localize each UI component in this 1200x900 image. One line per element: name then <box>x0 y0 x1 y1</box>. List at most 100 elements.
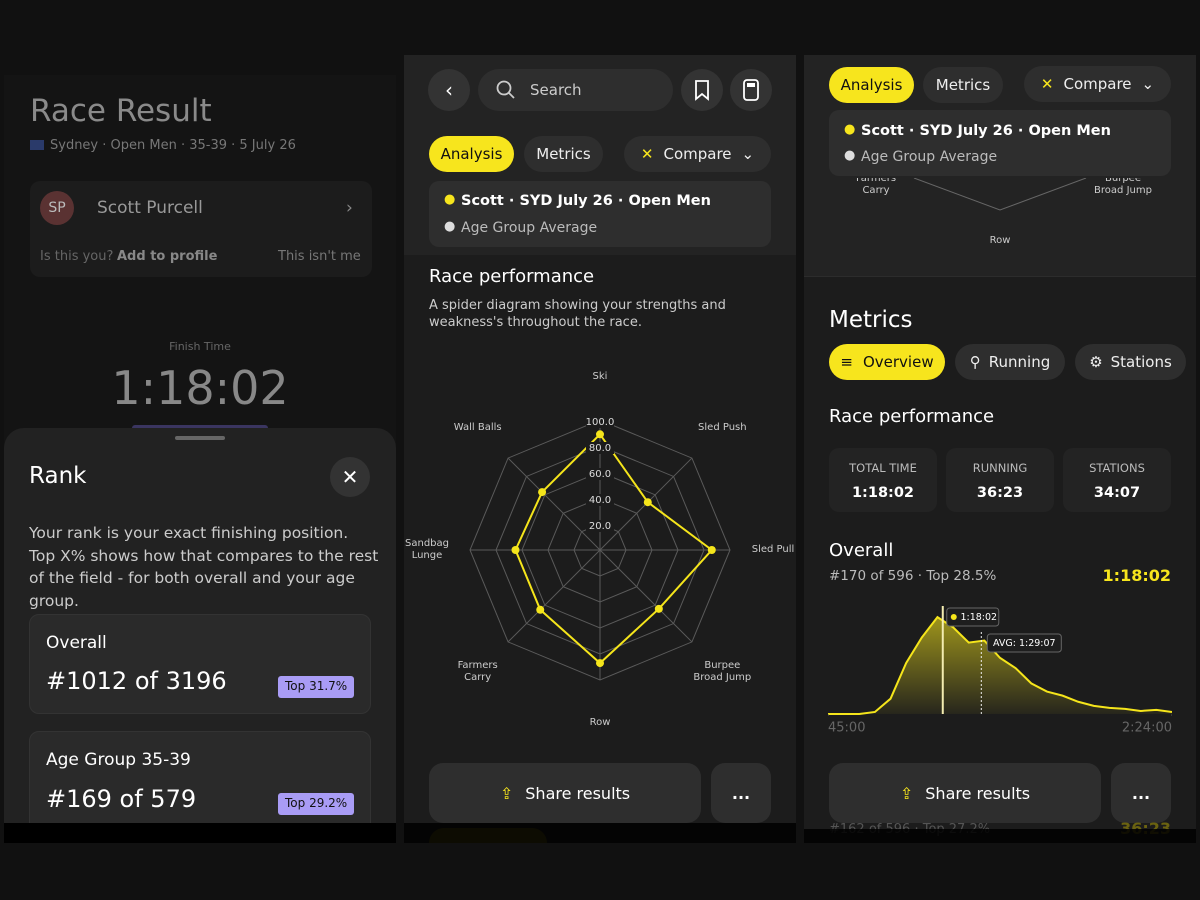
r-tick-label: 60.0 <box>589 469 611 480</box>
radar-fragment: Farmers Carry Burpee Broad Jump Row <box>804 178 1196 248</box>
marker-label: AVG: 1:29:07 <box>993 638 1056 649</box>
chevron: ⌄ <box>741 145 755 163</box>
spoke <box>599 549 693 643</box>
tick-label-bg <box>586 494 614 506</box>
x-tick-label: 2:24:00 <box>1122 721 1172 736</box>
filter-icon: ≡ <box>840 353 853 371</box>
radar-label: Row <box>989 235 1011 246</box>
share-button[interactable]: ⇪ Share results <box>429 763 701 823</box>
tick-label-bg <box>586 416 614 428</box>
claim-prompt: Is this you? <box>40 249 114 264</box>
x-tick-label: 45:00 <box>828 721 865 736</box>
radar-point <box>596 430 604 439</box>
radar-point <box>538 488 547 497</box>
share-icon: ⇪ <box>899 783 914 803</box>
rank-card <box>29 614 371 714</box>
radar-labels: Ski Sled Push Sled Pull Burpee Broad Jump Ro… <box>404 340 796 760</box>
rank-value: #1012 of 3196 <box>46 667 227 695</box>
pill-label: Running <box>988 353 1051 371</box>
r-tick-label: 40.0 <box>589 495 611 506</box>
tick-label-bg <box>586 520 614 532</box>
flag <box>30 140 44 150</box>
stat-label: RUNNING <box>972 461 1028 475</box>
legend-athlete: Scott · SYD July 26 · Open Men <box>861 123 1111 139</box>
tab-analysis[interactable]: Analysis <box>429 136 514 172</box>
compare-button[interactable]: ✕ Compare ⌄ <box>624 136 771 172</box>
close-button[interactable]: ✕ <box>330 457 370 497</box>
section-title: Race performance <box>429 266 595 287</box>
rank-value: #169 of 579 <box>46 785 197 813</box>
tab-metrics[interactable]: Metrics <box>923 67 1003 103</box>
tab-analysis[interactable]: Analysis <box>829 67 914 103</box>
more-button[interactable]: ... <box>1111 763 1171 823</box>
pill-running[interactable]: ⚲ Running <box>955 344 1065 380</box>
marker-box <box>986 633 1062 653</box>
spoke <box>507 457 601 551</box>
tick-label-bg <box>586 442 614 454</box>
radar-label: Row <box>589 717 611 728</box>
overall-time: 1:18:02 <box>1102 566 1171 585</box>
spoke <box>507 549 601 643</box>
radar-label: Farmers Carry <box>855 178 897 196</box>
back-button[interactable]: ‹ <box>428 69 470 111</box>
clear-icon: ✕ <box>1040 75 1054 93</box>
stat-label: TOTAL TIME <box>849 461 917 475</box>
result-screen: Race Result Sydney · Open Men · 35-39 · … <box>4 55 396 843</box>
share-button[interactable]: ⇪ Share results <box>829 763 1101 823</box>
r-tick-label: 100.0 <box>586 417 615 428</box>
legend <box>429 181 771 247</box>
area-fill <box>828 617 1172 714</box>
radar-point <box>654 604 663 613</box>
chevron: ⌄ <box>1141 75 1155 93</box>
claim-link[interactable]: Add to profile <box>117 249 218 264</box>
search-placeholder: Search <box>530 81 582 99</box>
stat-value: 1:18:02 <box>851 485 915 501</box>
radar-label: Sandbag Lunge <box>405 538 449 561</box>
disclaim-link[interactable]: This isn't me <box>278 249 361 264</box>
stat-value: 34:07 <box>1093 485 1141 501</box>
legend-athlete: Scott · SYD July 26 · Open Men <box>461 193 711 209</box>
finish-label: Finish Time <box>169 340 231 353</box>
stat-label: STATIONS <box>1089 461 1145 475</box>
radar-label: Farmers Carry <box>457 660 498 684</box>
share-label: Share results <box>925 783 1031 803</box>
r-tick-label: 80.0 <box>589 443 611 454</box>
more-button[interactable]: ... <box>711 763 771 823</box>
tab-metrics[interactable]: Metrics <box>524 136 603 172</box>
calculator-button[interactable] <box>730 69 772 111</box>
share-icon: ⇪ <box>499 783 514 803</box>
area-line <box>828 615 1172 715</box>
pill-stations[interactable]: ⚙ Stations <box>1075 344 1186 380</box>
r-tick-label: 20.0 <box>589 521 611 532</box>
radar-chart: 20.0 40.0 60.0 80.0 100.0 <box>469 416 731 681</box>
section-title: Race performance <box>829 406 995 427</box>
rank-badge: Top 29.2% <box>278 793 355 815</box>
top-bar <box>4 55 396 75</box>
average-icon: ● <box>844 148 856 163</box>
radar-point <box>536 605 545 614</box>
search-icon <box>496 80 515 99</box>
rank-badge: Top 31.7% <box>278 676 355 698</box>
stat-value: 36:23 <box>976 485 1024 501</box>
nav-bar <box>804 829 1196 843</box>
athlete-card[interactable] <box>30 181 372 277</box>
stat-box <box>1063 448 1171 512</box>
radar-label: Wall Balls <box>453 421 502 433</box>
legend-average: Age Group Average <box>461 220 598 236</box>
share-label: Share results <box>525 783 631 803</box>
compare-button[interactable]: ✕ Compare ⌄ <box>1024 66 1171 102</box>
radar-point <box>707 546 716 554</box>
stat-box <box>829 448 937 512</box>
bookmark-button[interactable] <box>681 69 723 111</box>
radar-lines <box>913 178 1087 211</box>
radar-label: Sled Push <box>698 421 747 433</box>
pill-overview[interactable]: ≡ Overview <box>829 344 945 380</box>
overall-title: Overall <box>829 540 894 561</box>
title: Race Result <box>30 93 212 129</box>
radar-point <box>643 498 652 507</box>
compare-label: Compare <box>1063 75 1132 93</box>
nav-bar <box>4 823 396 843</box>
overall-summary: #170 of 596 · Top 28.5% <box>829 568 997 584</box>
metrics-title: Metrics <box>829 307 913 333</box>
